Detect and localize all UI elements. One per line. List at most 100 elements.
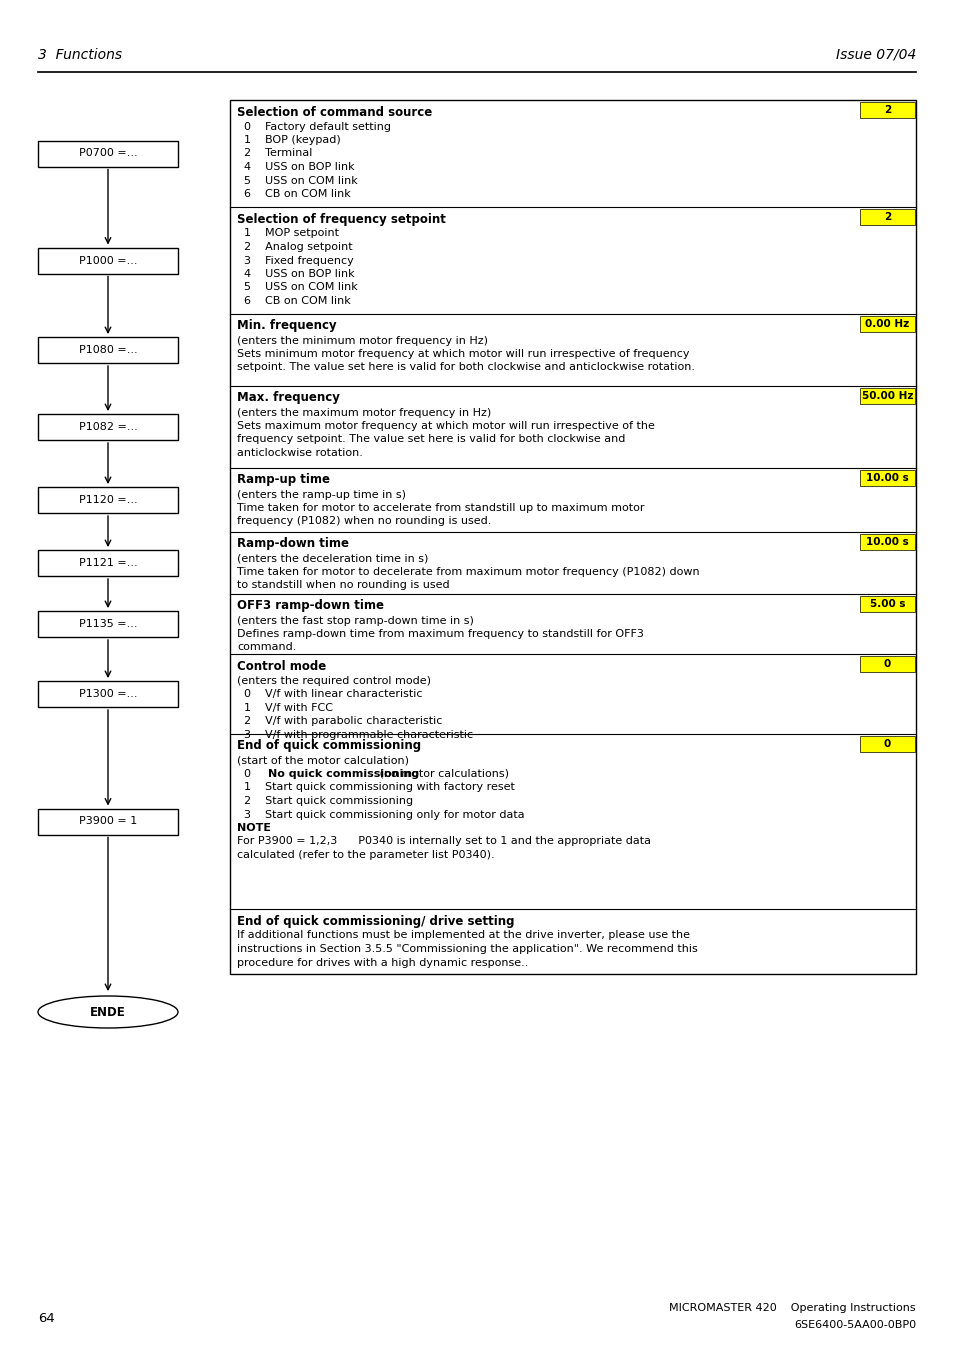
FancyBboxPatch shape	[38, 336, 178, 363]
Text: P1121 =...: P1121 =...	[78, 558, 137, 567]
Text: 6SE6400-5AA00-0BP0: 6SE6400-5AA00-0BP0	[793, 1320, 915, 1329]
Text: instructions in Section 3.5.5 "Commissioning the application". We recommend this: instructions in Section 3.5.5 "Commissio…	[236, 944, 697, 954]
Text: procedure for drives with a high dynamic response..: procedure for drives with a high dynamic…	[236, 958, 528, 967]
Text: 5    USS on COM link: 5 USS on COM link	[236, 176, 357, 185]
Text: 0: 0	[882, 659, 890, 669]
Text: 0: 0	[882, 739, 890, 748]
FancyBboxPatch shape	[859, 534, 914, 550]
Text: 64: 64	[38, 1312, 54, 1324]
Text: 2    Start quick commissioning: 2 Start quick commissioning	[236, 796, 413, 807]
Text: P3900 = 1: P3900 = 1	[79, 816, 137, 827]
FancyBboxPatch shape	[38, 550, 178, 576]
Text: (start of the motor calculation): (start of the motor calculation)	[236, 755, 409, 766]
Text: Selection of command source: Selection of command source	[236, 105, 432, 119]
Text: 2    Terminal: 2 Terminal	[236, 149, 312, 158]
Text: Time taken for motor to decelerate from maximum motor frequency (P1082) down: Time taken for motor to decelerate from …	[236, 567, 699, 577]
Text: 6    CB on COM link: 6 CB on COM link	[236, 189, 351, 199]
FancyBboxPatch shape	[38, 141, 178, 166]
Text: P1135 =...: P1135 =...	[79, 619, 137, 630]
Text: (enters the required control mode): (enters the required control mode)	[236, 676, 431, 685]
Text: No quick commissioning: No quick commissioning	[268, 769, 418, 780]
Text: P1082 =...: P1082 =...	[78, 422, 137, 432]
FancyBboxPatch shape	[859, 316, 914, 332]
FancyBboxPatch shape	[38, 611, 178, 638]
FancyBboxPatch shape	[859, 657, 914, 671]
Text: 0    V/f with linear characteristic: 0 V/f with linear characteristic	[236, 689, 422, 698]
Text: P1080 =...: P1080 =...	[78, 345, 137, 355]
Text: Max. frequency: Max. frequency	[236, 392, 339, 404]
Text: Time taken for motor to accelerate from standstill up to maximum motor: Time taken for motor to accelerate from …	[236, 503, 644, 513]
FancyBboxPatch shape	[38, 681, 178, 707]
Text: MICROMASTER 420    Operating Instructions: MICROMASTER 420 Operating Instructions	[669, 1302, 915, 1313]
Text: Issue 07/04: Issue 07/04	[835, 49, 915, 62]
Text: frequency setpoint. The value set here is valid for both clockwise and: frequency setpoint. The value set here i…	[236, 435, 625, 444]
Text: 3    V/f with programmable characteristic: 3 V/f with programmable characteristic	[236, 730, 473, 739]
Text: 2: 2	[882, 212, 890, 222]
FancyBboxPatch shape	[859, 736, 914, 753]
Text: Min. frequency: Min. frequency	[236, 319, 336, 332]
Text: 2    V/f with parabolic characteristic: 2 V/f with parabolic characteristic	[236, 716, 442, 725]
Text: 0.00 Hz: 0.00 Hz	[864, 319, 908, 330]
Text: 10.00 s: 10.00 s	[865, 536, 908, 547]
Text: Ramp-up time: Ramp-up time	[236, 473, 330, 486]
Text: calculated (refer to the parameter list P0340).: calculated (refer to the parameter list …	[236, 850, 494, 861]
FancyBboxPatch shape	[859, 596, 914, 612]
Text: anticlockwise rotation.: anticlockwise rotation.	[236, 449, 362, 458]
Text: (enters the fast stop ramp-down time in s): (enters the fast stop ramp-down time in …	[236, 616, 474, 626]
Text: 5    USS on COM link: 5 USS on COM link	[236, 282, 357, 293]
Text: 4    USS on BOP link: 4 USS on BOP link	[236, 269, 355, 280]
FancyBboxPatch shape	[859, 209, 914, 226]
Text: 0    Factory default setting: 0 Factory default setting	[236, 122, 391, 131]
Text: 6    CB on COM link: 6 CB on COM link	[236, 296, 351, 305]
FancyBboxPatch shape	[859, 388, 914, 404]
Text: (enters the ramp-up time in s): (enters the ramp-up time in s)	[236, 489, 406, 500]
FancyBboxPatch shape	[38, 247, 178, 273]
Text: (enters the maximum motor frequency in Hz): (enters the maximum motor frequency in H…	[236, 408, 491, 417]
Text: (enters the deceleration time in s): (enters the deceleration time in s)	[236, 554, 428, 563]
Text: 5.00 s: 5.00 s	[869, 598, 904, 609]
Text: 10.00 s: 10.00 s	[865, 473, 908, 484]
Text: P1000 =...: P1000 =...	[79, 255, 137, 266]
Text: If additional functions must be implemented at the drive inverter, please use th: If additional functions must be implemen…	[236, 931, 689, 940]
Text: 1    BOP (keypad): 1 BOP (keypad)	[236, 135, 340, 145]
Text: For P3900 = 1,2,3      P0340 is internally set to 1 and the appropriate data: For P3900 = 1,2,3 P0340 is internally se…	[236, 836, 650, 847]
Text: frequency (P1082) when no rounding is used.: frequency (P1082) when no rounding is us…	[236, 516, 491, 527]
Text: Sets maximum motor frequency at which motor will run irrespective of the: Sets maximum motor frequency at which mo…	[236, 422, 654, 431]
Text: NOTE: NOTE	[236, 823, 271, 834]
Text: 3    Start quick commissioning only for motor data: 3 Start quick commissioning only for mot…	[236, 809, 524, 820]
Text: 1    MOP setpoint: 1 MOP setpoint	[236, 228, 338, 239]
Text: 3    Fixed frequency: 3 Fixed frequency	[236, 255, 354, 266]
Text: P1300 =...: P1300 =...	[79, 689, 137, 698]
Text: setpoint. The value set here is valid for both clockwise and anticlockwise rotat: setpoint. The value set here is valid fo…	[236, 362, 695, 373]
Text: 1    Start quick commissioning with factory reset: 1 Start quick commissioning with factory…	[236, 782, 515, 793]
FancyBboxPatch shape	[859, 101, 914, 118]
Text: Sets minimum motor frequency at which motor will run irrespective of frequency: Sets minimum motor frequency at which mo…	[236, 349, 689, 359]
FancyBboxPatch shape	[38, 808, 178, 835]
Text: command.: command.	[236, 643, 296, 653]
Text: End of quick commissioning/ drive setting: End of quick commissioning/ drive settin…	[236, 915, 514, 928]
Text: 4    USS on BOP link: 4 USS on BOP link	[236, 162, 355, 172]
Text: 0: 0	[236, 769, 265, 780]
Text: ENDE: ENDE	[90, 1005, 126, 1019]
Text: 2: 2	[882, 105, 890, 115]
Text: OFF3 ramp-down time: OFF3 ramp-down time	[236, 600, 384, 612]
Text: Control mode: Control mode	[236, 659, 326, 673]
Text: Ramp-down time: Ramp-down time	[236, 538, 349, 550]
Text: 2    Analog setpoint: 2 Analog setpoint	[236, 242, 353, 253]
Text: (enters the minimum motor frequency in Hz): (enters the minimum motor frequency in H…	[236, 335, 488, 346]
FancyBboxPatch shape	[38, 413, 178, 440]
Text: (no motor calculations): (no motor calculations)	[375, 769, 508, 780]
Text: 50.00 Hz: 50.00 Hz	[861, 390, 912, 401]
Text: 3  Functions: 3 Functions	[38, 49, 122, 62]
FancyBboxPatch shape	[859, 470, 914, 486]
Ellipse shape	[38, 996, 178, 1028]
Text: to standstill when no rounding is used: to standstill when no rounding is used	[236, 581, 449, 590]
Text: P0700 =...: P0700 =...	[78, 149, 137, 158]
FancyBboxPatch shape	[38, 486, 178, 513]
Text: Selection of frequency setpoint: Selection of frequency setpoint	[236, 212, 445, 226]
Text: Defines ramp-down time from maximum frequency to standstill for OFF3: Defines ramp-down time from maximum freq…	[236, 630, 643, 639]
Text: End of quick commissioning: End of quick commissioning	[236, 739, 420, 753]
Text: P1120 =...: P1120 =...	[78, 494, 137, 505]
FancyBboxPatch shape	[230, 100, 915, 974]
Text: 1    V/f with FCC: 1 V/f with FCC	[236, 703, 333, 712]
